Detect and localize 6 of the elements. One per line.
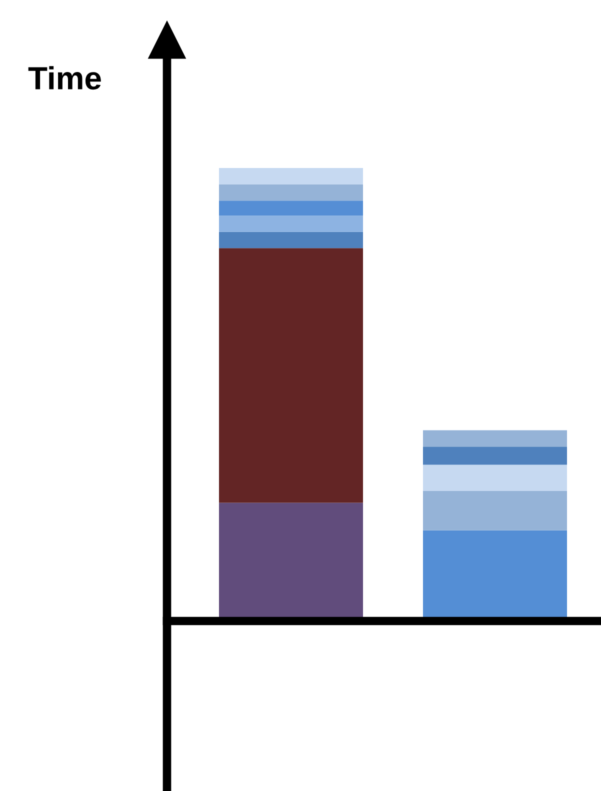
bar xyxy=(218,184,364,201)
bar xyxy=(218,216,364,232)
bar xyxy=(218,200,364,216)
bar xyxy=(218,168,364,184)
y-axis-title: Time xyxy=(28,66,101,90)
bar xyxy=(218,248,364,503)
